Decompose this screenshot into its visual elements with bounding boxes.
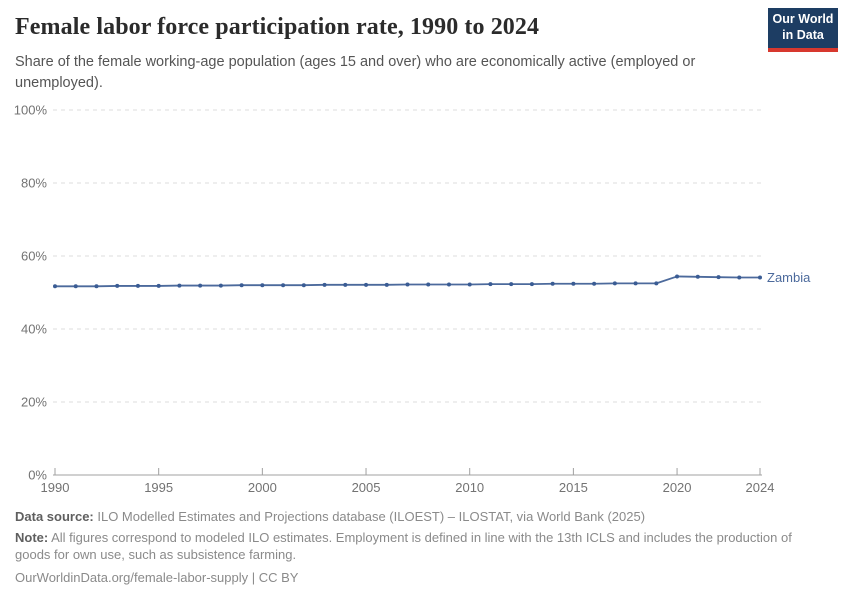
data-point[interactable]	[135, 283, 140, 288]
x-axis-tick-label: 2005	[352, 480, 381, 495]
note-row: Note: All figures correspond to modeled …	[15, 529, 830, 563]
x-axis-tick-label: 2024	[746, 480, 775, 495]
data-point[interactable]	[322, 282, 327, 287]
y-axis-tick-label: 0%	[28, 468, 47, 483]
data-point[interactable]	[509, 282, 514, 287]
data-source-text: ILO Modelled Estimates and Projections d…	[93, 509, 646, 524]
data-point[interactable]	[654, 281, 659, 286]
owid-logo-line1: Our World	[772, 12, 834, 27]
data-point[interactable]	[446, 282, 451, 287]
data-point[interactable]	[758, 275, 762, 280]
data-point[interactable]	[467, 282, 472, 287]
y-axis-tick-label: 40%	[21, 322, 47, 337]
data-point[interactable]	[550, 281, 555, 286]
data-point[interactable]	[218, 283, 223, 288]
x-axis-tick-label: 1990	[41, 480, 70, 495]
x-axis-tick-label: 1995	[144, 480, 173, 495]
x-axis-tick-label: 2010	[455, 480, 484, 495]
data-point[interactable]	[53, 284, 57, 289]
chart-subtitle: Share of the female working-age populati…	[15, 54, 696, 91]
license-link[interactable]: OurWorldinData.org/female-labor-supply |…	[15, 570, 299, 586]
data-point[interactable]	[488, 282, 493, 287]
data-point[interactable]	[405, 282, 410, 287]
x-axis-tick-label: 2020	[663, 480, 692, 495]
data-point[interactable]	[675, 274, 680, 279]
data-point[interactable]	[716, 275, 721, 280]
data-point[interactable]	[73, 284, 78, 289]
data-point[interactable]	[198, 283, 203, 288]
series-end-label[interactable]: Zambia	[767, 270, 811, 285]
data-point[interactable]	[115, 283, 120, 288]
note-text: All figures correspond to modeled ILO es…	[15, 530, 792, 563]
owid-logo[interactable]: Our World in Data	[768, 8, 838, 52]
data-point[interactable]	[695, 274, 700, 279]
x-axis-tick-label: 2000	[248, 480, 277, 495]
data-point[interactable]	[239, 283, 244, 288]
note-label: Note:	[15, 530, 49, 546]
data-point[interactable]	[177, 283, 182, 288]
owid-logo-line2: in Data	[782, 28, 824, 42]
data-point[interactable]	[592, 281, 597, 286]
data-point[interactable]	[426, 282, 431, 287]
data-point[interactable]	[301, 283, 306, 288]
data-point[interactable]	[633, 281, 638, 286]
data-point[interactable]	[737, 275, 742, 280]
y-axis-tick-label: 100%	[14, 103, 48, 118]
data-point[interactable]	[343, 282, 348, 287]
data-point[interactable]	[156, 283, 161, 288]
chart-title: Female labor force participation rate, 1…	[15, 14, 540, 40]
x-axis-tick-label: 2015	[559, 480, 588, 495]
data-point[interactable]	[364, 282, 369, 287]
data-point[interactable]	[571, 281, 576, 286]
data-point[interactable]	[529, 282, 534, 287]
y-axis-tick-label: 80%	[21, 176, 47, 191]
data-point[interactable]	[260, 283, 265, 288]
data-point[interactable]	[94, 284, 99, 289]
chart-footer: Data source: ILO Modelled Estimates and …	[15, 508, 830, 587]
data-source-label: Data source:	[15, 509, 94, 524]
data-point[interactable]	[384, 282, 389, 287]
data-point[interactable]	[612, 281, 617, 286]
data-source-row: Data source: ILO Modelled Estimates and …	[15, 508, 830, 525]
y-axis-tick-label: 60%	[21, 249, 47, 264]
data-point[interactable]	[281, 283, 286, 288]
y-axis-tick-label: 20%	[21, 395, 47, 410]
